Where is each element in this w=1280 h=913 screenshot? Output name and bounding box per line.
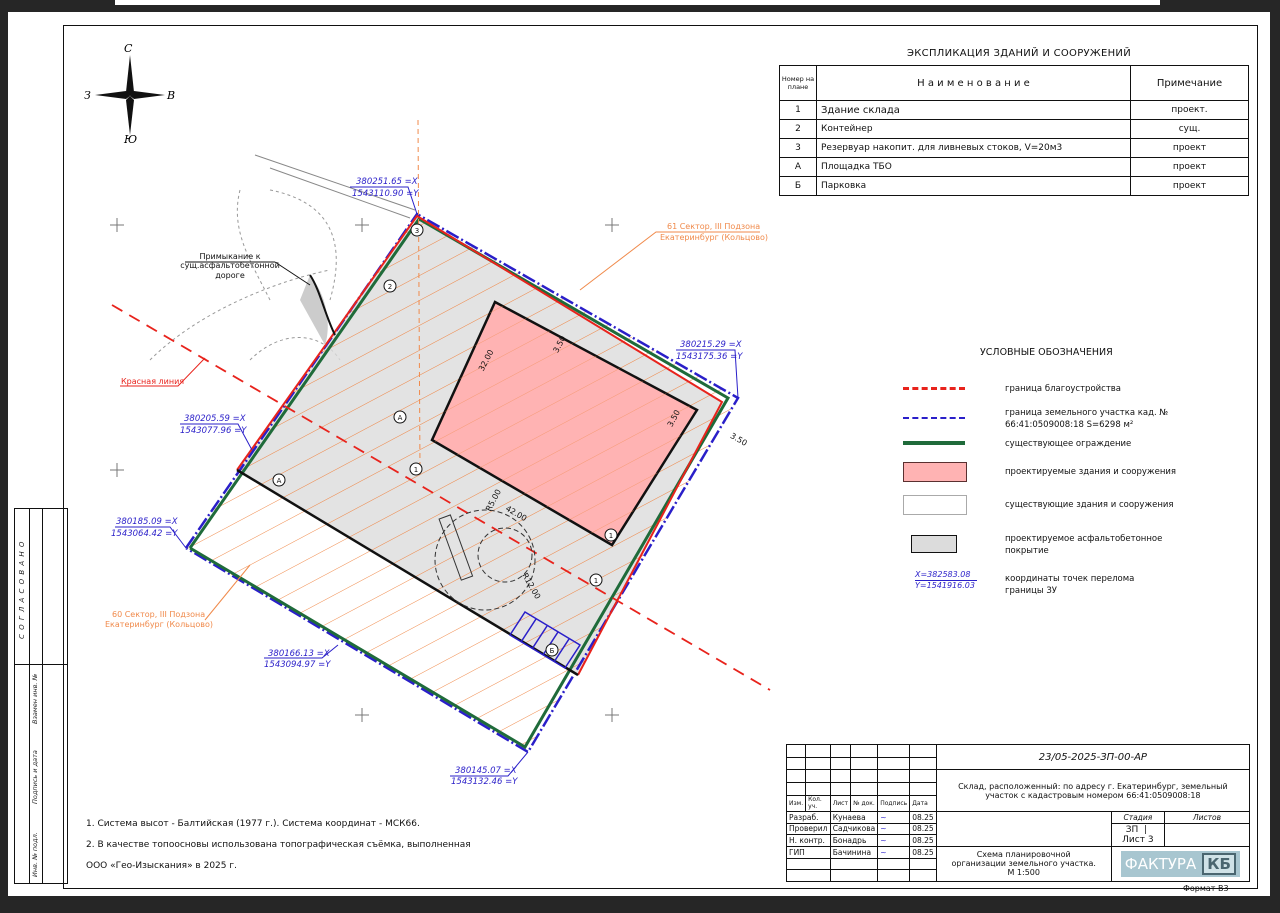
svg-text:Ю: Ю: [123, 133, 137, 146]
signature: ~: [877, 845, 911, 859]
svg-text:1543077.96 =Y: 1543077.96 =Y: [180, 426, 247, 436]
red-line-label: Красная линия: [120, 357, 206, 387]
svg-text:61 Сектор, III Подзона: 61 Сектор, III Подзона: [667, 222, 760, 231]
plan-markers: 1 2 3 А Б 1 А 1: [272, 223, 618, 657]
warehouse-hatch: [432, 302, 697, 545]
svg-text:380145.07 =X: 380145.07 =X: [455, 766, 517, 776]
turning-circle: [434, 509, 536, 611]
topo-contours: [149, 189, 341, 361]
sheet-value: 3: [1147, 834, 1154, 845]
signature: ~: [877, 834, 911, 847]
svg-text:1543175.36 =Y: 1543175.36 =Y: [676, 352, 743, 362]
viewer-top-strip: [115, 0, 1160, 5]
drawing-frame: [63, 25, 1258, 889]
svg-text:Красная линия: Красная линия: [121, 377, 184, 386]
sheet-format: Формат В3: [1183, 884, 1229, 893]
svg-text:Екатеринбург (Кольцово): Екатеринбург (Кольцово): [105, 620, 213, 629]
object-description: Склад, расположенный: по адресу г. Екате…: [935, 769, 1251, 812]
svg-text:380251.65 =X: 380251.65 =X: [356, 177, 418, 187]
title-block: 23/05-2025-ЗП-00-АР Склад, расположенный…: [785, 743, 1251, 883]
svg-text:380215.29 =X: 380215.29 =X: [680, 340, 742, 350]
svg-text:1543110.90 =Y: 1543110.90 =Y: [352, 189, 419, 199]
inv-orig-label: Инв. № подл.: [31, 832, 39, 877]
svg-text:дороге: дороге: [215, 271, 245, 280]
svg-text:сущ.асфальтобетонной: сущ.асфальтобетонной: [180, 261, 280, 270]
turning-circle-inner: [477, 527, 533, 583]
svg-text:1: 1: [609, 532, 613, 540]
signature: ~: [877, 810, 911, 824]
table-row: А Площадка ТБО проект: [779, 157, 1249, 177]
sign-date-label: Подпись и дата: [31, 750, 39, 804]
svg-text:Екатеринбург (Кольцово): Екатеринбург (Кольцово): [660, 233, 768, 242]
agreed-label: С О Г Л А С О В А Н О: [18, 540, 26, 639]
svg-text:1543132.46 =Y: 1543132.46 =Y: [451, 777, 518, 787]
side-approval-block: С О Г Л А С О В А Н О Взамен инв. № Подп…: [14, 508, 68, 884]
svg-text:380185.09 =X: 380185.09 =X: [116, 517, 178, 527]
svg-text:Б: Б: [550, 647, 555, 655]
document-code: 23/05-2025-ЗП-00-АР: [935, 743, 1251, 771]
svg-text:Примыкание к: Примыкание к: [199, 252, 260, 261]
table-row: 3 Резервуар накопит. для ливневых стоков,…: [779, 138, 1249, 158]
junction-area: [300, 275, 328, 345]
col-num: Номер на плане: [779, 65, 817, 101]
svg-text:380166.13 =X: 380166.13 =X: [268, 649, 330, 659]
svg-text:С: С: [124, 42, 133, 55]
zone-61-label: 61 Сектор, III Подзона Екатеринбург (Кол…: [579, 222, 768, 291]
general-notes: 1. Система высот - Балтийская (1977 г.).…: [86, 819, 471, 871]
svg-text:2: 2: [388, 283, 392, 291]
existing-fence: [188, 217, 731, 750]
road-edges: [254, 154, 416, 219]
table-row: 2 Контейнер сущ.: [779, 119, 1249, 139]
grid-crosses: [110, 218, 619, 722]
svg-text:З: З: [84, 89, 91, 102]
company-logo: ФАКТУРА КБ: [1120, 850, 1240, 877]
svg-text:60 Сектор, III Подзона: 60 Сектор, III Подзона: [112, 610, 205, 619]
corner-coordinates: 380251.65 =X 1543110.90 =Y 380215.29 =X 15…: [111, 177, 743, 787]
svg-text:А: А: [277, 477, 282, 485]
zone-60-label: 60 Сектор, III Подзона Екатеринбург (Кол…: [105, 564, 251, 629]
svg-text:А: А: [398, 414, 403, 422]
col-name: Н а и м е н о в а н и е: [816, 65, 1131, 101]
svg-text:1543094.97 =Y: 1543094.97 =Y: [264, 660, 331, 670]
sheet-title: Схема планировочной организации земельно…: [935, 845, 1112, 883]
col-note: Примечание: [1130, 65, 1249, 101]
svg-text:3.50: 3.50: [729, 431, 749, 448]
table-row: 1 Здание склада проект.: [779, 100, 1249, 120]
junction-curb: [309, 274, 336, 336]
red-line: [111, 304, 771, 691]
zone-line: [417, 119, 421, 471]
compass-rose-icon: С Ю З В: [84, 42, 175, 146]
explication-title: ЭКСПЛИКАЦИЯ ЗДАНИЙ И СООРУЖЕНИЙ: [907, 48, 1131, 59]
svg-text:1543064.42 =Y: 1543064.42 =Y: [111, 529, 178, 539]
parking-area: [508, 610, 582, 670]
signature: ~: [877, 822, 911, 836]
svg-text:В: В: [166, 89, 175, 102]
explication-table: ЭКСПЛИКАЦИЯ ЗДАНИЙ И СООРУЖЕНИЙ Номер на…: [779, 48, 1249, 196]
svg-text:1: 1: [594, 577, 598, 585]
svg-text:380205.59 =X: 380205.59 =X: [184, 414, 246, 424]
inv-sub-label: Взамен инв. №: [31, 673, 39, 724]
svg-text:3: 3: [415, 227, 419, 235]
container-2: [438, 514, 474, 581]
landscaping-boundary: [236, 214, 724, 676]
legend-title: УСЛОВНЫЕ ОБОЗНАЧЕНИЯ: [980, 347, 1113, 358]
table-row: Б Парковка проект: [779, 176, 1249, 196]
stage-value: ЗП: [1125, 824, 1139, 835]
junction-label: Примыкание к сущ.асфальтобетонной дороге: [180, 252, 311, 286]
svg-text:1: 1: [414, 466, 418, 474]
